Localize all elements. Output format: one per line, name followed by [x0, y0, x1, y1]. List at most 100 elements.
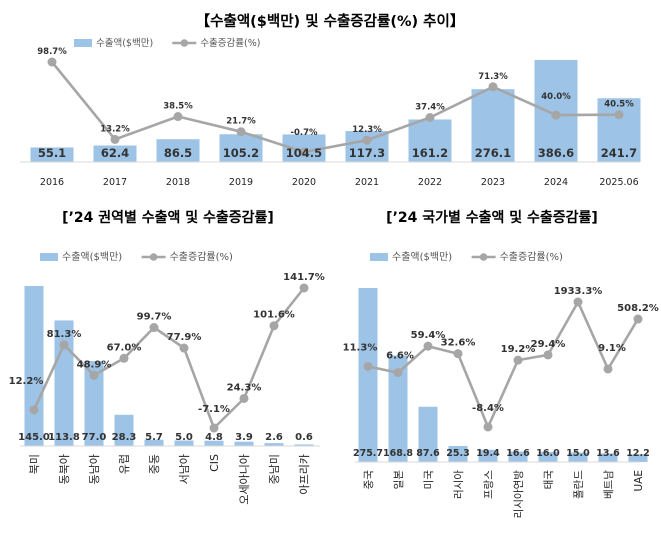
chart-1-bar-7 [408, 119, 452, 162]
chart-3-bar-5 [478, 449, 498, 462]
chart-2-value-label-10: 0.6 [295, 432, 313, 443]
chart-2-bar-9 [264, 443, 284, 446]
chart-2-bar-6 [174, 440, 194, 446]
chart-2-category-label-10: 아프리카 [298, 454, 311, 494]
chart-2-rate-label-1: 12.2% [9, 376, 44, 387]
chart-2-rate-label-8: 24.3% [227, 382, 262, 393]
chart-3-category-label-10: UAE [633, 470, 645, 492]
chart-2-rate-point-10 [299, 283, 309, 293]
chart-2-bar-7 [204, 440, 224, 446]
chart-1-legend-line-marker [180, 39, 189, 47]
chart-3-rate-point-4 [453, 349, 463, 359]
chart-3-value-label-7: 16.0 [536, 448, 560, 459]
chart-3-rate-point-8 [573, 297, 583, 307]
chart-1-value-label-1: 55.1 [38, 146, 66, 160]
chart-1-category-label-5: 2020 [292, 177, 316, 188]
chart-1-bar-4 [219, 134, 263, 162]
chart-1-category-label-10: 2025.06 [599, 177, 638, 188]
chart-2-category-label-5: 중동 [148, 454, 161, 474]
chart-3-value-label-10: 12.2 [626, 448, 649, 459]
chart-3-category-label-1: 중국 [363, 470, 375, 490]
chart-2-bar-2 [54, 320, 74, 446]
chart-3-rate-label-2: 6.6% [386, 351, 414, 362]
chart-2-group [24, 283, 314, 446]
chart-1-legend-bar-label: 수출액($백만) [96, 37, 153, 49]
chart-2-rate-point-2 [59, 340, 69, 350]
chart-3-rate-label-9: 9.1% [598, 343, 626, 354]
chart-2-category-label-9: 중남미 [268, 454, 281, 484]
chart-3-bar-7 [538, 451, 558, 462]
chart-2-title: [’24 권역별 수출액 및 수출증감률] [62, 209, 274, 226]
chart-3-rate-point-6 [513, 355, 523, 365]
chart-3-category-label-9: 베트남 [603, 470, 615, 499]
chart-2-category-label-4: 유럽 [117, 454, 131, 474]
chart-3-group [358, 288, 648, 462]
chart-2-bar-4 [114, 414, 134, 446]
chart-2-value-label-3: 77.0 [82, 432, 107, 443]
chart-2-rate-label-9: 101.6% [253, 310, 295, 321]
chart-3-category-label-8: 폴란드 [573, 470, 585, 499]
chart-2-bar-8 [234, 441, 254, 446]
chart-3-category-label-4: 러시아 [453, 470, 465, 499]
chart-1-category-label-1: 2016 [40, 177, 64, 188]
chart-3-title: [’24 국가별 수출액 및 수출증감률] [386, 209, 598, 226]
chart-1-rate-label-9: 40.0% [541, 92, 571, 102]
chart-1-value-label-9: 386.6 [538, 146, 574, 160]
chart-3-legend-line-marker [479, 253, 488, 261]
chart-2-value-label-2: 113.8 [48, 432, 80, 443]
chart-1-bar-2 [93, 145, 137, 162]
chart-2-value-label-4: 28.3 [112, 432, 137, 443]
chart-2-legend-bar-swatch [40, 253, 58, 261]
chart-2-legend-line-label: 수출증감률(%) [170, 251, 233, 263]
chart-3-bar-1 [358, 288, 378, 462]
chart-3-value-label-9: 13.6 [596, 448, 620, 459]
chart-3-rate-label-6: 19.2% [501, 344, 536, 355]
chart-3-bar-4 [448, 446, 468, 462]
chart-1-category-label-6: 2021 [355, 177, 379, 188]
chart-3-bar-8 [568, 452, 588, 462]
chart-3-rate-point-2 [393, 368, 403, 378]
chart-3-legend-bar-swatch [370, 253, 388, 261]
chart-1-value-label-5: 104.5 [286, 146, 322, 160]
chart-2-rate-label-5: 99.7% [137, 312, 172, 323]
chart-1-rate-label-5: -0.7% [290, 128, 318, 138]
chart-1-bar-3 [156, 139, 200, 162]
chart-3-value-label-3: 87.6 [416, 448, 440, 459]
chart-1-legend-line-label: 수출증감률(%) [200, 37, 260, 49]
chart-2-rate-point-3 [89, 370, 99, 380]
chart-2-rate-label-7: -7.1% [198, 404, 230, 415]
chart-3-rate-point-7 [543, 350, 553, 360]
chart-1-value-label-7: 161.2 [412, 146, 448, 160]
chart-2-bar-5 [144, 439, 164, 446]
chart-1-rate-label-10: 40.5% [604, 100, 634, 110]
chart-3-category-label-6: 리시아연방 [513, 470, 525, 519]
chart-1-rate-point-6 [362, 135, 372, 145]
chart-1-rate-point-7 [425, 113, 435, 123]
chart-1-value-label-2: 62.4 [101, 146, 129, 160]
chart-2-value-label-7: 4.8 [205, 432, 223, 443]
chart-3-bar-9 [598, 453, 618, 462]
chart-3-category-label-2: 일본 [392, 470, 405, 490]
chart-2-rate-point-5 [149, 323, 159, 333]
chart-3-rate-point-10 [633, 314, 643, 324]
chart-3-value-label-2: 168.8 [383, 448, 413, 459]
chart-1-category-label-4: 2019 [229, 177, 253, 188]
chart-1-bar-1 [30, 147, 74, 162]
chart-3-bar-6 [508, 451, 528, 462]
chart-3-rate-point-1 [363, 361, 373, 371]
chart-2-legend-line-marker [149, 253, 158, 261]
chart-2-rate-point-9 [269, 321, 279, 331]
chart-1-category-label-8: 2023 [481, 177, 505, 188]
chart-3-category-label-5: 프랑스 [483, 470, 495, 499]
chart-2-rate-label-4: 67.0% [107, 342, 142, 353]
chart-3-value-label-1: 275.7 [353, 448, 383, 459]
chart-1-rate-point-3 [173, 112, 183, 122]
chart-1-rate-point-2 [110, 134, 120, 144]
chart-3-legend-line-label: 수출증감률(%) [500, 251, 563, 263]
chart-2-rate-label-6: 77.9% [167, 332, 202, 343]
chart-2-bar-3 [84, 361, 104, 446]
chart-3-value-label-4: 25.3 [446, 448, 469, 459]
chart-1-bar-8 [471, 89, 515, 162]
chart-1-category-label-9: 2024 [544, 177, 568, 188]
chart-1-rate-label-6: 12.3% [352, 125, 382, 135]
